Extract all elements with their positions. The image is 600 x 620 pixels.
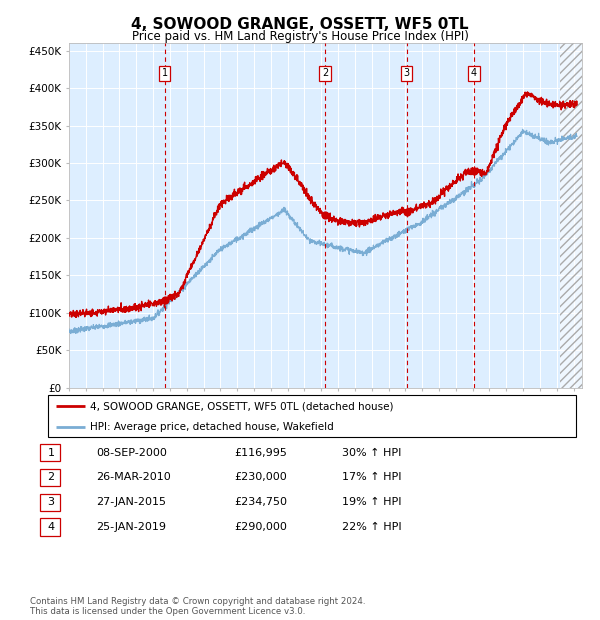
Point xyxy=(320,211,330,221)
Text: 25-JAN-2019: 25-JAN-2019 xyxy=(96,522,166,532)
Text: 19% ↑ HPI: 19% ↑ HPI xyxy=(342,497,401,507)
Text: 22% ↑ HPI: 22% ↑ HPI xyxy=(342,522,401,532)
Text: 1: 1 xyxy=(161,68,168,78)
Text: 4: 4 xyxy=(47,522,55,532)
Point xyxy=(402,207,412,217)
Text: 08-SEP-2000: 08-SEP-2000 xyxy=(96,448,167,458)
Text: 26-MAR-2010: 26-MAR-2010 xyxy=(96,472,171,482)
Text: Contains HM Land Registry data © Crown copyright and database right 2024.: Contains HM Land Registry data © Crown c… xyxy=(30,597,365,606)
Text: 3: 3 xyxy=(47,497,55,507)
Text: 30% ↑ HPI: 30% ↑ HPI xyxy=(342,448,401,458)
Text: 3: 3 xyxy=(404,68,410,78)
Bar xyxy=(560,43,582,388)
Text: 4, SOWOOD GRANGE, OSSETT, WF5 0TL: 4, SOWOOD GRANGE, OSSETT, WF5 0TL xyxy=(131,17,469,32)
Text: 4: 4 xyxy=(471,68,477,78)
Text: HPI: Average price, detached house, Wakefield: HPI: Average price, detached house, Wake… xyxy=(90,422,334,432)
Point xyxy=(160,295,170,305)
FancyBboxPatch shape xyxy=(48,395,576,437)
Text: 2: 2 xyxy=(47,472,55,482)
Text: 17% ↑ HPI: 17% ↑ HPI xyxy=(342,472,401,482)
Text: 1: 1 xyxy=(47,448,55,458)
Bar xyxy=(560,43,582,388)
Text: £116,995: £116,995 xyxy=(234,448,287,458)
Text: 2: 2 xyxy=(322,68,328,78)
Point xyxy=(469,166,479,175)
Text: Price paid vs. HM Land Registry's House Price Index (HPI): Price paid vs. HM Land Registry's House … xyxy=(131,30,469,43)
Text: 27-JAN-2015: 27-JAN-2015 xyxy=(96,497,166,507)
Text: £234,750: £234,750 xyxy=(234,497,287,507)
Text: 4, SOWOOD GRANGE, OSSETT, WF5 0TL (detached house): 4, SOWOOD GRANGE, OSSETT, WF5 0TL (detac… xyxy=(90,401,394,411)
Text: £290,000: £290,000 xyxy=(234,522,287,532)
Text: £230,000: £230,000 xyxy=(234,472,287,482)
Text: This data is licensed under the Open Government Licence v3.0.: This data is licensed under the Open Gov… xyxy=(30,607,305,616)
